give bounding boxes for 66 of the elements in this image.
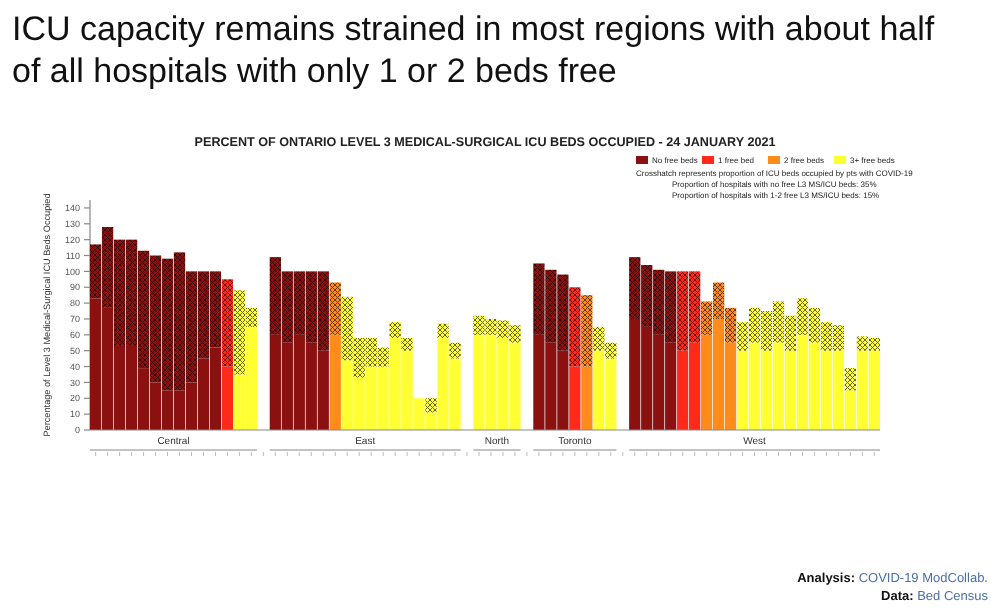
bar	[701, 301, 713, 335]
bar	[437, 323, 449, 338]
bar	[808, 307, 821, 343]
bar	[724, 307, 737, 343]
bar	[557, 274, 569, 351]
bar	[569, 366, 581, 430]
bar	[425, 398, 437, 413]
bar	[293, 271, 305, 335]
bar	[197, 271, 210, 359]
bar	[689, 271, 701, 343]
bar	[868, 338, 880, 351]
bar	[173, 252, 186, 391]
bar	[161, 258, 174, 391]
bar	[221, 366, 234, 430]
bar	[317, 271, 329, 351]
bar	[305, 271, 317, 343]
bar	[509, 325, 521, 343]
bar	[856, 336, 869, 351]
bar	[209, 271, 222, 348]
bar	[760, 311, 773, 351]
bar	[377, 347, 389, 367]
bar	[844, 368, 857, 391]
bar	[820, 322, 833, 351]
bar	[665, 271, 677, 343]
bar	[389, 322, 401, 338]
bar	[581, 366, 593, 430]
bar	[149, 255, 162, 383]
bar	[593, 326, 605, 351]
bar	[545, 269, 557, 343]
bar	[629, 257, 641, 319]
bar	[185, 271, 198, 383]
bar	[533, 263, 545, 335]
bar	[245, 307, 258, 327]
bar	[772, 301, 785, 343]
chart-title: ICU capacity remains strained in most regions with about half of all hospitals with only 1 or 2 beds free	[12, 10, 935, 90]
bar	[677, 271, 689, 351]
bar	[712, 282, 725, 319]
bar	[748, 307, 761, 343]
bar	[485, 318, 497, 335]
bar	[137, 250, 150, 369]
bar	[90, 244, 102, 299]
bar	[497, 320, 509, 338]
bar	[281, 271, 293, 343]
bar	[341, 296, 353, 361]
bar	[365, 338, 377, 367]
bar	[329, 334, 341, 430]
bar	[736, 322, 749, 351]
bar	[784, 315, 797, 351]
bar	[581, 295, 593, 367]
bar	[401, 338, 413, 351]
bar	[605, 342, 617, 359]
bar	[233, 290, 246, 375]
bar	[329, 282, 341, 335]
bar	[113, 239, 126, 346]
bar	[221, 279, 234, 367]
bar	[832, 325, 845, 351]
bar	[101, 226, 114, 308]
bar	[449, 342, 461, 359]
bar	[641, 265, 653, 327]
bar	[569, 287, 581, 367]
bar	[796, 298, 809, 335]
bar	[125, 239, 138, 346]
bar	[473, 315, 485, 335]
bar	[269, 257, 281, 335]
bar	[353, 338, 365, 378]
bar	[653, 269, 665, 335]
